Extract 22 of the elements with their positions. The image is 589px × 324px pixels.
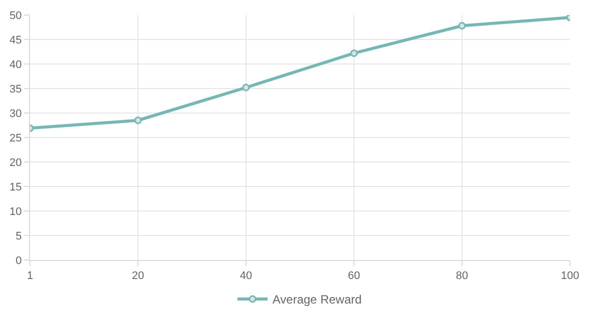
x-tick-label: 1 [26,270,34,282]
y-tick-label: 15 [10,181,22,194]
point [350,49,358,57]
y-tick-label: 25 [10,132,22,144]
x-tick-label: 40 [240,270,252,282]
point [458,22,466,30]
legend-label: Average Reward [272,292,362,307]
x-tick-label: 20 [132,270,144,282]
x-tick-label: 100 [560,270,580,282]
y-tick-label: 5 [16,230,22,242]
y-tick-label: 10 [10,206,22,218]
y-tick-label: 0 [16,254,22,267]
point [134,116,142,124]
y-tick-label: 45 [10,34,22,46]
y-tick-label: 35 [10,83,22,96]
x-tick-label: 80 [456,270,468,282]
y-tick-label: 30 [10,108,22,120]
y-tick-label: 20 [10,156,22,169]
point [242,84,250,92]
x-tick-label: 60 [348,270,360,282]
y-tick-label: 40 [10,58,22,71]
y-tick-label: 50 [10,10,22,22]
